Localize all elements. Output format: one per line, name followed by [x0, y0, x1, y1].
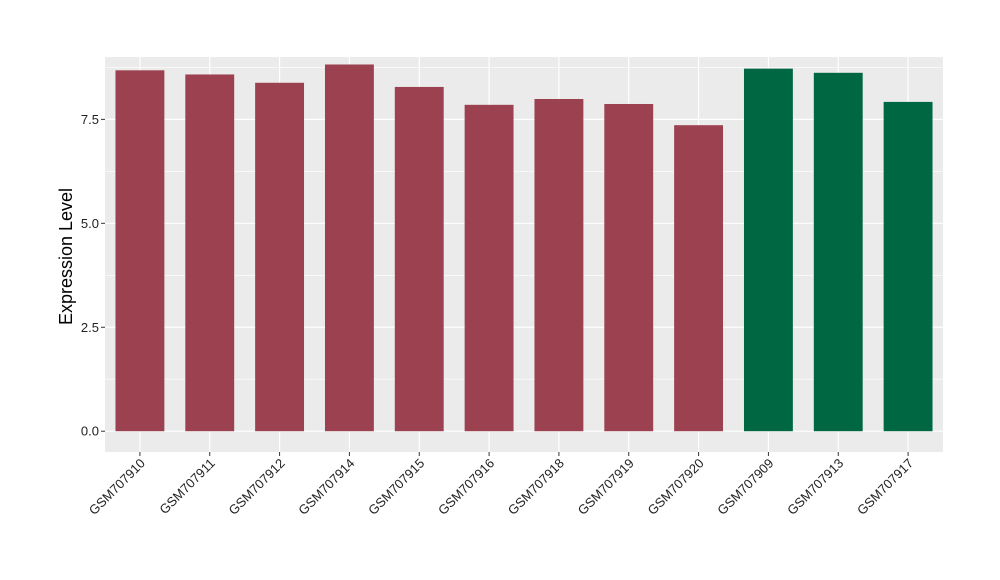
x-tick-label: GSM707912 [225, 456, 287, 518]
bar [394, 86, 444, 432]
bar [324, 64, 374, 432]
y-tick-label: 7.5 [81, 112, 99, 127]
x-tick-label: GSM707920 [644, 456, 706, 518]
bar [883, 101, 933, 432]
minor-gridlines [105, 67, 943, 380]
bar [604, 103, 654, 432]
x-tick-label: GSM707911 [156, 456, 218, 518]
x-tick-label: GSM707919 [575, 456, 637, 518]
x-tick-label: GSM707915 [365, 456, 427, 518]
bar [534, 98, 584, 432]
bar [464, 104, 514, 432]
x-tick-label: GSM707909 [714, 456, 776, 518]
plot-panel [105, 57, 943, 452]
y-tick-label: 5.0 [81, 216, 99, 231]
bar [743, 68, 793, 432]
y-axis-ticks: 0.0 2.5 5.0 7.5 [81, 112, 105, 439]
x-tick-label: GSM707910 [86, 456, 148, 518]
bar [185, 74, 235, 432]
x-tick-label: GSM707918 [505, 456, 567, 518]
x-axis-ticks: GSM707910 GSM707911 GSM707912 GSM707914 GSM7… [86, 452, 916, 518]
x-tick-label: GSM707916 [435, 456, 497, 518]
x-tick-label: GSM707914 [295, 456, 357, 518]
bar [115, 70, 165, 432]
y-tick-label: 0.0 [81, 424, 99, 439]
bars [115, 64, 933, 432]
x-tick-label: GSM707913 [784, 456, 846, 518]
x-tick-label: GSM707917 [854, 456, 916, 518]
bar [813, 72, 863, 432]
y-tick-label: 2.5 [81, 320, 99, 335]
bar [674, 125, 724, 432]
y-axis-title: Expression Level [56, 188, 76, 325]
bar [255, 82, 305, 432]
